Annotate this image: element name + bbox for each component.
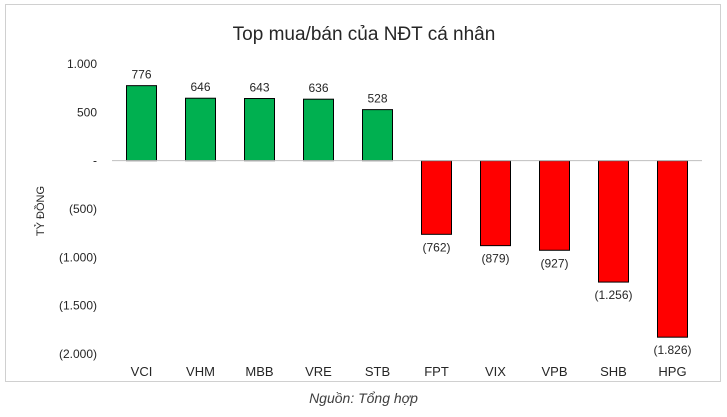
data-label: (762) [422,240,450,254]
x-tick-label: VIX [485,364,506,379]
bar-vpb [539,160,570,251]
y-tick-label: (500) [69,202,97,216]
bar-chart: Top mua/bán của NĐT cá nhân TỶ ĐỒNG 1.00… [34,24,702,379]
x-axis-ticks: VCI VHM MBB VRE STB FPT VIX VPB SHB HPG [131,364,687,379]
data-label: 643 [249,81,269,95]
data-label: (879) [481,252,509,266]
x-tick-label: FPT [424,364,449,379]
x-tick-label: HPG [658,364,686,379]
y-tick-label: 1.000 [67,57,97,71]
x-tick-label: VHM [186,364,215,379]
bar-hpg [657,160,688,338]
y-tick-label: (2.000) [59,347,97,361]
data-label: (1.826) [653,343,691,357]
x-tick-label: MBB [245,364,273,379]
x-tick-label: VPB [541,364,567,379]
x-tick-label: SHB [600,364,627,379]
chart-title: Top mua/bán của NĐT cá nhân [233,24,496,45]
y-tick-label: - [93,154,97,168]
y-tick-label: 500 [77,105,97,119]
bar-mbb [244,98,275,162]
bar-vci [126,85,157,162]
bar-vhm [185,97,216,162]
y-axis-ticks: 1.000 500 - (500) (1.000) (1.500) (2.000) [59,57,97,361]
source-note: Nguồn: Tổng hợp [309,390,418,406]
bar-vre [303,98,334,162]
y-tick-label: (1.500) [59,299,97,313]
x-tick-label: VCI [131,364,153,379]
data-label: 646 [190,80,210,94]
y-tick-label: (1.000) [59,250,97,264]
data-label: 776 [131,68,151,82]
bar-shb [598,160,629,283]
data-label: (1.256) [594,288,632,302]
data-label: 528 [367,92,387,106]
bar-vix [480,160,511,247]
bars [126,85,688,338]
data-labels: 776 646 643 636 528 (762) (879) (927) (1.256) (1.… [131,68,691,358]
data-label: (927) [540,256,568,270]
y-axis-label: TỶ ĐỒNG [34,186,47,236]
data-label: 636 [308,81,328,95]
bar-stb [362,109,393,162]
x-tick-label: VRE [305,364,332,379]
chart-frame: Top mua/bán của NĐT cá nhân TỶ ĐỒNG 1.00… [5,4,721,382]
x-tick-label: STB [365,364,390,379]
bar-fpt [421,160,452,235]
